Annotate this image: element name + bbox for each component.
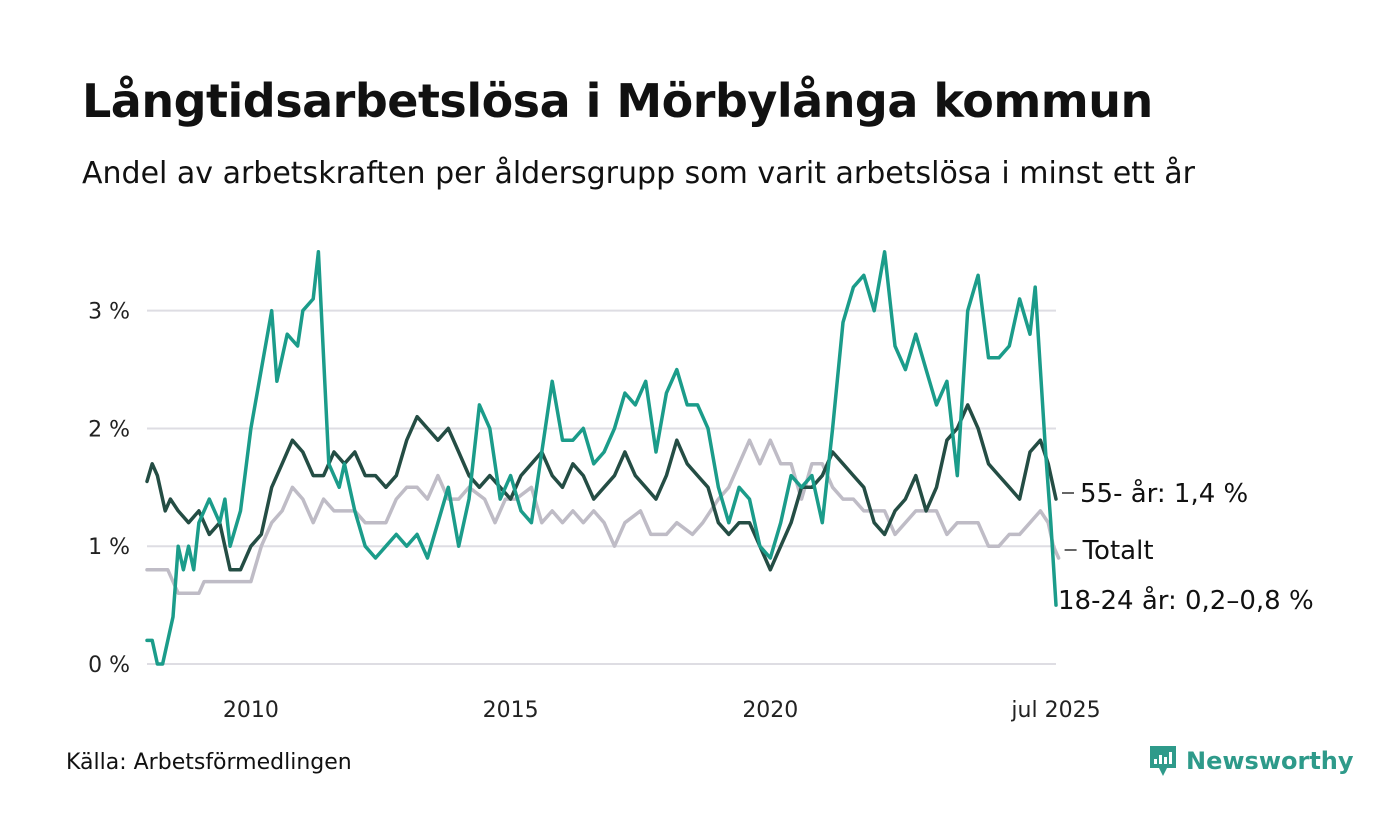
source-note: Källa: Arbetsförmedlingen: [66, 750, 352, 775]
chart-subtitle: Andel av arbetskraften per åldersgrupp s…: [82, 156, 1195, 191]
series-end-label: 55- år: 1,4 %: [1080, 478, 1248, 509]
series-line: [145, 438, 1061, 596]
series-end-label: Totalt: [1082, 536, 1154, 566]
x-tick-label: 2010: [223, 698, 279, 723]
newsworthy-logo-icon: [1150, 746, 1176, 776]
series-line: [145, 403, 1058, 572]
x-tick-label: jul 2025: [1010, 698, 1100, 723]
x-tick-label: 2015: [483, 698, 539, 723]
y-tick-label: 1 %: [88, 535, 130, 560]
x-tick-label: 2020: [742, 698, 798, 723]
y-tick-label: 3 %: [88, 300, 130, 325]
series-end-label: 18-24 år: 0,2–0,8 %: [1058, 585, 1314, 616]
y-tick-label: 2 %: [88, 417, 130, 442]
brand: Newsworthy: [1148, 744, 1354, 778]
line-chart: 0 % 1 % 2 % 3 % 2010 2015 2020 jul 2025 Totalt…: [88, 250, 1314, 723]
brand-name: Newsworthy: [1186, 747, 1354, 775]
y-tick-label: 0 %: [88, 653, 130, 678]
chart-title: Långtidsarbetslösa i Mörbylånga kommun: [82, 74, 1153, 128]
series-line: [145, 250, 1058, 666]
